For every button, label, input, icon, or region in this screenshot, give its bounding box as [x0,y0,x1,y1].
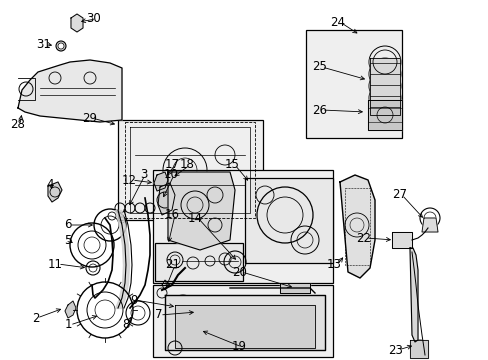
Text: 10: 10 [163,168,179,181]
Polygon shape [339,175,374,278]
Polygon shape [168,172,235,250]
Polygon shape [369,58,399,115]
Polygon shape [280,283,309,293]
Text: 9: 9 [130,293,137,306]
Text: 21: 21 [164,258,180,271]
Text: 30: 30 [86,13,101,26]
Bar [118,120,263,220]
Polygon shape [367,100,401,130]
Polygon shape [18,60,122,122]
Polygon shape [164,295,325,350]
Text: 4: 4 [46,177,53,190]
Polygon shape [409,340,427,358]
Bar [305,30,401,138]
Text: 23: 23 [387,343,402,356]
Circle shape [58,43,64,49]
Text: 8: 8 [122,319,129,332]
Text: 14: 14 [187,211,203,225]
Text: 19: 19 [231,341,246,354]
Polygon shape [71,14,83,32]
Circle shape [56,41,66,51]
Text: 27: 27 [391,189,406,202]
Text: 3: 3 [140,168,147,181]
Polygon shape [158,183,175,215]
Text: 2: 2 [32,311,40,324]
Polygon shape [409,248,417,342]
Text: 20: 20 [231,266,246,279]
Text: 13: 13 [326,258,341,271]
Text: 12: 12 [122,174,137,186]
Text: 31: 31 [36,37,51,50]
Text: 22: 22 [355,231,370,244]
Bar [153,170,332,283]
Polygon shape [154,172,168,191]
Text: 28: 28 [10,118,25,131]
Text: 16: 16 [164,208,180,221]
Text: 18: 18 [180,158,195,171]
Polygon shape [391,232,411,248]
Polygon shape [175,305,314,348]
Text: 6: 6 [64,219,71,231]
Text: 15: 15 [224,158,240,171]
Text: 24: 24 [329,15,345,28]
Text: 1: 1 [65,319,72,332]
Text: 7: 7 [155,309,162,321]
Text: 11: 11 [48,257,63,270]
Text: 5: 5 [64,234,71,247]
Polygon shape [65,301,76,318]
Bar [155,243,243,281]
Text: 25: 25 [311,60,326,73]
Text: 17: 17 [164,158,180,171]
Polygon shape [421,218,437,232]
Bar [244,178,332,263]
Text: 29: 29 [82,112,97,125]
Bar [153,285,332,357]
Text: 26: 26 [311,104,326,117]
Polygon shape [48,182,62,202]
